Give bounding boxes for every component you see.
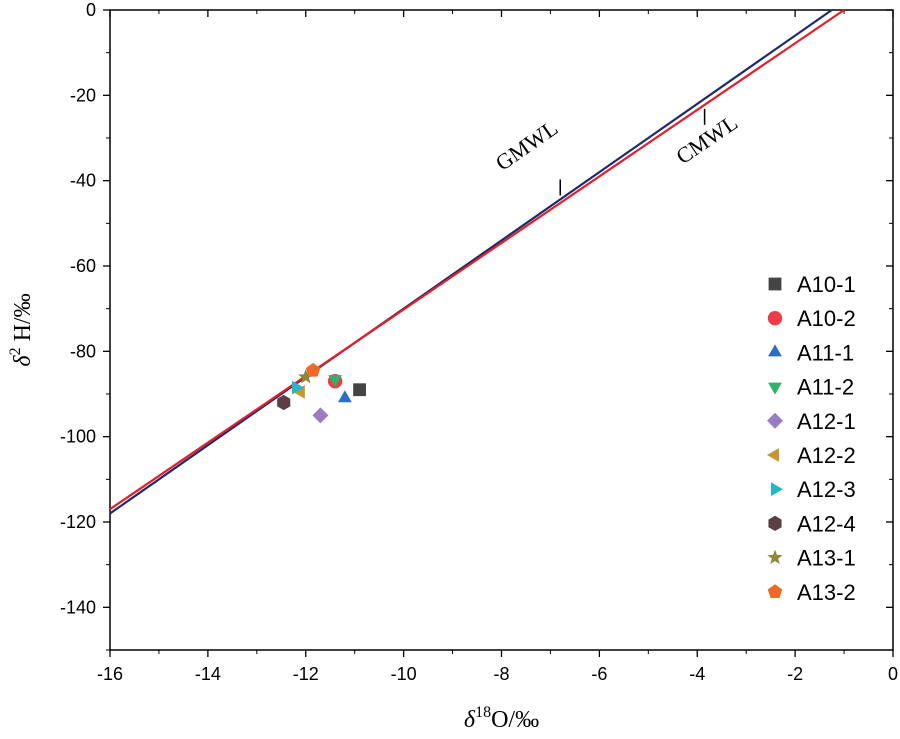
legend-label-a12-2: A12-2 bbox=[797, 443, 856, 468]
x-axis-title: δ18O/‰ bbox=[464, 704, 539, 733]
data-point-a13-2 bbox=[305, 362, 321, 377]
data-points bbox=[277, 362, 366, 424]
x-axis-title-rest: O/‰ bbox=[491, 707, 539, 733]
y-tick-label: -100 bbox=[60, 427, 96, 447]
line-cmwl bbox=[109, 9, 845, 511]
y-tick-label: -140 bbox=[60, 597, 96, 617]
legend-marker-a12-4 bbox=[768, 515, 782, 531]
y-tick-label: 0 bbox=[86, 0, 96, 20]
y-axis-title: δ2 H/‰ bbox=[7, 293, 36, 366]
x-tick-label: -10 bbox=[391, 664, 417, 684]
gmwl-label: GMWL bbox=[491, 115, 562, 175]
y-tick-label: -20 bbox=[70, 85, 96, 105]
x-tick-label: -6 bbox=[591, 664, 607, 684]
legend-label-a12-4: A12-4 bbox=[797, 511, 856, 536]
legend-label-a11-2: A11-2 bbox=[797, 375, 854, 400]
legend-marker-a12-2 bbox=[767, 448, 779, 462]
legend-marker-a10-2 bbox=[767, 311, 783, 326]
legend-label-a12-1: A12-1 bbox=[797, 409, 856, 434]
legend-marker-a10-1 bbox=[768, 277, 782, 291]
axes: -16 -14 -12 -10 -8 -6 -4 -2 00-20-40-60-80-100-1… bbox=[60, 0, 898, 684]
x-axis-title-sup: 18 bbox=[475, 704, 491, 721]
y-tick-label: -60 bbox=[70, 256, 96, 276]
y-tick-label: -120 bbox=[60, 512, 96, 532]
legend-marker-a11-1 bbox=[768, 344, 782, 357]
x-tick-label: -12 bbox=[293, 664, 319, 684]
water-lines: GMWL CMWL bbox=[109, 9, 845, 515]
legend-label-a10-2: A10-2 bbox=[797, 306, 856, 331]
data-point-a12-3 bbox=[291, 380, 304, 395]
x-tick-label: -4 bbox=[689, 664, 705, 684]
x-tick-label: -2 bbox=[787, 664, 803, 684]
legend-label-a11-1: A11-1 bbox=[797, 340, 854, 365]
legend-marker-a13-1 bbox=[767, 549, 783, 565]
y-tick-label: -80 bbox=[70, 341, 96, 361]
data-point-a12-4 bbox=[277, 394, 291, 411]
data-point-a10-1 bbox=[353, 383, 366, 397]
legend-marker-a12-3 bbox=[771, 482, 783, 497]
cmwl-label: CMWL bbox=[671, 110, 742, 169]
data-point-a12-1 bbox=[312, 407, 329, 424]
legend-label-a13-1: A13-1 bbox=[797, 546, 856, 571]
legend-label-a13-2: A13-2 bbox=[797, 580, 856, 605]
x-axis-title-symbol: δ bbox=[464, 707, 476, 733]
legend-marker-a11-2 bbox=[768, 382, 782, 395]
y-axis-title-sup: 2 bbox=[7, 347, 24, 355]
x-tick-label: -16 bbox=[97, 664, 123, 684]
data-point-a11-2 bbox=[328, 375, 343, 388]
x-tick-label: -14 bbox=[195, 664, 221, 684]
legend-marker-a12-1 bbox=[767, 412, 783, 429]
legend-marker-a13-2 bbox=[767, 584, 783, 598]
data-point-a11-1 bbox=[337, 390, 352, 403]
y-axis-title-rest: H/‰ bbox=[10, 293, 36, 347]
data-point-a13-1 bbox=[298, 368, 314, 384]
y-tick-label: -40 bbox=[70, 171, 96, 191]
y-axis-title-symbol: δ bbox=[10, 355, 36, 367]
legend: A10-1 A10-2 A11-1 A11-2 A12-1 A12-2 A12-3 A12-4… bbox=[767, 272, 856, 605]
legend-label-a10-1: A10-1 bbox=[797, 272, 856, 297]
line-gmwl bbox=[109, 9, 833, 515]
x-tick-label: -8 bbox=[493, 664, 509, 684]
legend-label-a12-3: A12-3 bbox=[797, 477, 856, 502]
x-tick-label: 0 bbox=[888, 664, 898, 684]
